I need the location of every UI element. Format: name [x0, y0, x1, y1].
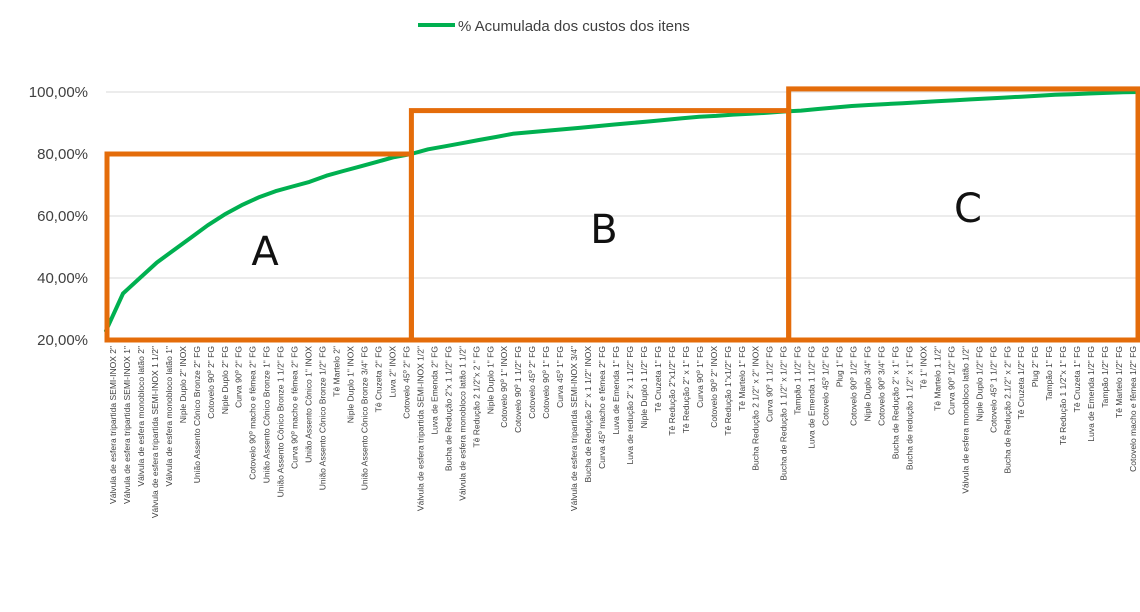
x-category-label: Cotovelo 90º 3/4" FG — [877, 346, 887, 426]
x-category-label: Tê Martelo 2" — [332, 346, 342, 397]
x-category-label: Niple Duplo 1" INOX — [346, 346, 356, 424]
x-category-label: Curva 90º 2" FG — [234, 346, 244, 408]
x-category-label: Luva de Emenda 1 1/2" FG — [807, 346, 817, 449]
x-category-label: Válvula de esfera tripartida SEMI-INOX 1… — [150, 346, 160, 518]
x-category-label: Niple Duplo 2" INOX — [178, 346, 188, 424]
x-category-label: Bucha de Redução 1 1/2" x 1/2" FG — [779, 346, 789, 481]
x-category-label: Tampão 1 1/2" FG — [793, 346, 803, 415]
x-category-label: União Assento Cônico Bronze 1" FG — [262, 346, 272, 483]
x-category-label: Luva de Emenda 1/2" FG — [1086, 346, 1096, 442]
x-category-label: União Assento Cônico 1" INOX — [304, 346, 314, 463]
x-category-label: Bucha de Redução 2.1/2" x 2" FG — [1002, 346, 1012, 473]
x-category-label: Tê Cruzeta 1" FG — [1072, 346, 1082, 412]
x-category-label: Cotovelo 45º 1/2" FG — [821, 346, 831, 426]
legend: % Acumulada dos custos dos itens — [418, 18, 690, 35]
x-category-label: Plug 2" FG — [1030, 346, 1040, 387]
x-category-label: Válvula de esfera tripartida SEMI-INOX 1… — [122, 346, 132, 504]
x-category-label: Luva de redução 2" x 1 1/2" FG — [625, 346, 635, 465]
x-category-label: Cotovelo 90º 2" FG — [206, 346, 216, 419]
x-category-label: Tê Redução 2 1/2"x 2 " FG — [471, 346, 481, 447]
x-category-label: Niple Duplo 1" FG — [485, 346, 495, 414]
x-category-label: Válvula de esfera tripartida SEMI-INOX 1… — [415, 346, 425, 511]
y-tick-label: 80,00% — [37, 146, 88, 163]
x-category-label: Cotovelo 90º 1 1/2" FG — [513, 346, 523, 433]
x-category-label: Luva 2" INOX — [387, 346, 397, 398]
x-category-label: Válvula de esfera tripartida SEMI-INOX 2… — [108, 346, 118, 504]
x-category-label: Cotovelo 90º macho e fêmea 2" FG — [248, 346, 258, 480]
x-category-label: Tê Cruzeta 1" FG — [653, 346, 663, 412]
y-tick-label: 60,00% — [37, 208, 88, 225]
x-category-label: Tê Redução 2"x1/2" FG — [667, 346, 677, 436]
x-category-label: Bucha de Redução 2" x 1 1/2" INOX — [583, 346, 593, 483]
x-category-label: Tê Martelo 1/2" FG — [1114, 346, 1124, 418]
x-category-label: Luva de Emenda 2" FG — [429, 346, 439, 435]
x-category-label: Niple Duplo 1/2" FG — [974, 346, 984, 421]
x-category-label: Cotovelo 45º 2" FG — [401, 346, 411, 419]
x-category-label: Bucha Redução 2 1/2" x 2" INOX — [751, 346, 761, 471]
abc-zone-boxes: A B C — [104, 86, 1140, 343]
x-category-label: Curva 90º 1 1/2" FG — [765, 346, 775, 422]
x-category-label: Tampão 1/2" FG — [1100, 346, 1110, 408]
x-category-label: Tê 1" INOX — [918, 346, 928, 389]
x-category-label: Válvula de esfera monobloco latão 1/2" — [960, 346, 970, 494]
y-tick-label: 100,00% — [29, 84, 88, 101]
x-category-label: Tampão 1" FG — [1044, 346, 1054, 401]
x-category-label: Curva 90º 1/2" FG — [946, 346, 956, 415]
x-category-label: Tê Martelo 1 1/2" — [932, 346, 942, 411]
x-category-label: Cotovelo 45º 2" FG — [527, 346, 537, 419]
x-category-label: União Assento Cônico Bronze 1/2" FG — [318, 346, 328, 490]
x-category-label: Cotovelo macho e fêmea 1/2" FG — [1128, 346, 1138, 472]
x-category-label: Bucha de Redução 2"x 1 1/2" FG — [443, 346, 453, 471]
x-category-label: Cotovelo 90º 2" INOX — [709, 346, 719, 428]
x-category-label: Curva 45º 1" FG — [555, 346, 565, 408]
x-category-label: Válvula de esfera monobloco latão 1" — [164, 346, 174, 487]
gridlines — [106, 91, 1140, 341]
series-line — [104, 90, 1140, 333]
zone-label-a: A — [251, 229, 279, 275]
x-category-label: Curva 90º macho e fêmea 2" FG — [290, 346, 300, 469]
x-category-label: Cotovelo 90º 1/2" FG — [849, 346, 859, 426]
x-category-label: Válvula de esfera monobloco latão 2" — [136, 346, 146, 487]
x-category-label: Luva de Emenda 1" FG — [611, 346, 621, 435]
x-category-label: Cotovelo 90º 1" INOX — [499, 346, 509, 428]
x-category-label: Curva 45º macho e fêmea 2" FG — [597, 346, 607, 469]
zone-label-c: C — [954, 186, 982, 232]
x-category-label: Tê Redução 2" x 1" FG — [681, 346, 691, 433]
zone-box-c — [786, 86, 1140, 343]
x-category-label: Tê Cruzeta 1/2" FG — [1016, 346, 1026, 419]
legend-label: % Acumulada dos custos dos itens — [458, 18, 690, 35]
x-category-label: Niple Duplo 2" FG — [220, 346, 230, 414]
x-category-label: Curva 90º 1" FG — [695, 346, 705, 408]
x-category-label: Niple Duplo 1 1/2" FG — [639, 346, 649, 428]
x-category-label: Bucha de redução 1 1/2" x 1" FG — [904, 346, 914, 470]
y-axis-tick-labels: 20,00% 40,00% 60,00% 80,00% 100,00% — [29, 84, 88, 349]
x-axis-category-labels: Válvula de esfera tripartida SEMI-INOX 2… — [108, 346, 1138, 518]
x-category-label: Tê Redução 1"x1/2" FG — [723, 346, 733, 436]
x-category-label: Válvula de esfera monobloco latão 1 1/2" — [457, 346, 467, 501]
y-tick-label: 40,00% — [37, 270, 88, 287]
x-category-label: Bucha de Redução 2" x 1" FG — [890, 346, 900, 459]
x-category-label: União Assento Cônico Bronze 3/4" FG — [360, 346, 370, 490]
series-lines — [104, 90, 1140, 333]
x-category-label: Tê Martelo 1" FG — [737, 346, 747, 411]
x-category-label: União Assento Cônico Bronze 1 1/2" FG — [276, 346, 286, 497]
x-category-label: Niple Duplo 3/4" FG — [863, 346, 873, 421]
x-category-label: Válvula de esfera tripartida SEMI-INOX 3… — [569, 346, 579, 511]
x-category-label: Plug 1" FG — [835, 346, 845, 387]
x-category-label: Tê Cruzeta 2" FG — [373, 346, 383, 412]
x-category-label: União Assento Cônico Bronze 2" FG — [192, 346, 202, 483]
x-category-label: Cotovelo 45º 1 1/2" FG — [988, 346, 998, 433]
x-category-label: Tê Redução 1 1/2"x 1" FG — [1058, 346, 1068, 445]
zone-label-b: B — [590, 207, 617, 253]
y-tick-label: 20,00% — [37, 332, 88, 349]
x-category-label: Cotovelo 90º 1" FG — [541, 346, 551, 419]
